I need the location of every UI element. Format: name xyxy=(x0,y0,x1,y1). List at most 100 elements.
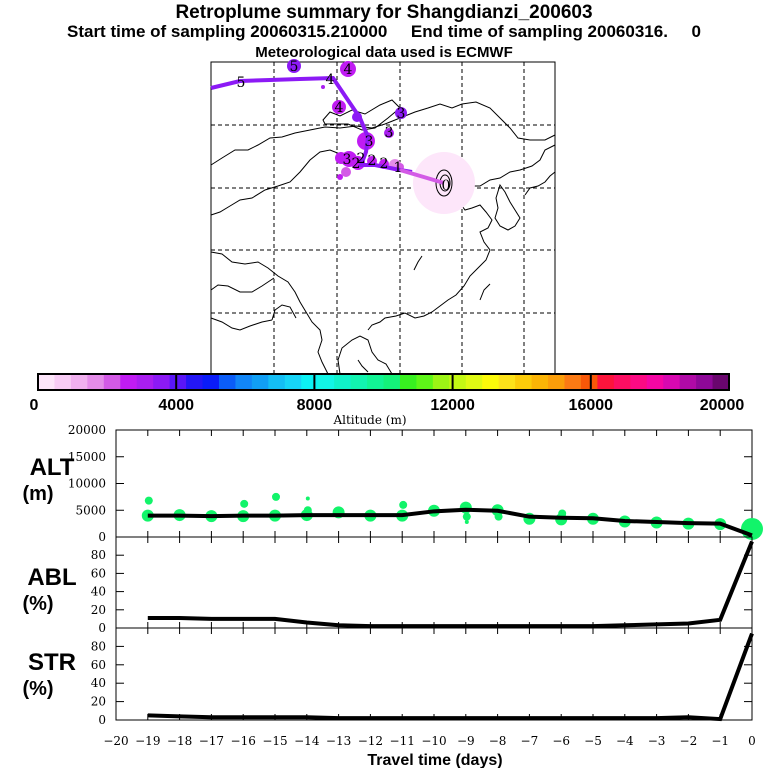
colorbar-segment xyxy=(383,374,401,390)
plume-cluster xyxy=(332,100,346,114)
colorbar-tick-label: 8000 xyxy=(297,397,333,414)
x-tick-label: −20 xyxy=(103,734,128,748)
cluster-marker xyxy=(305,496,310,501)
colorbar-segment xyxy=(235,374,253,390)
coastline xyxy=(210,101,556,166)
sampling-times: Start time of sampling 20060315.210000 E… xyxy=(66,22,701,41)
colorbar-segment xyxy=(630,374,648,390)
y-tick-label: 40 xyxy=(91,676,106,690)
colorbar-segment xyxy=(416,374,434,390)
plume-cluster xyxy=(384,128,394,138)
x-tick-label: −18 xyxy=(167,734,192,748)
y-tick-label: 20 xyxy=(91,603,106,617)
time-series-panels: 05000100001500020000ALT(m)020406080ABL(%… xyxy=(22,423,763,748)
cluster-marker xyxy=(558,509,567,518)
plume-cluster xyxy=(321,85,325,89)
cluster-marker xyxy=(399,500,408,509)
colorbar-segment xyxy=(663,374,681,390)
colorbar-segment xyxy=(334,374,352,390)
track-day-label: 3 xyxy=(365,134,374,150)
coastline xyxy=(472,144,556,187)
y-tick-label: 20 xyxy=(91,695,106,709)
colorbar-segment xyxy=(564,374,582,390)
colorbar-segment xyxy=(103,374,121,390)
colorbar-segment xyxy=(646,374,664,390)
cluster-day-label: 3 xyxy=(343,152,352,168)
colorbar-segment xyxy=(465,374,483,390)
colorbar-segment xyxy=(54,374,72,390)
y-tick-label: 80 xyxy=(91,639,106,653)
cluster-marker xyxy=(303,506,312,515)
colorbar-tick-label: 0 xyxy=(30,397,39,414)
colorbar-segment xyxy=(531,374,549,390)
x-tick-label: −15 xyxy=(262,734,287,748)
colorbar-segment xyxy=(432,374,450,390)
cluster-marker xyxy=(240,499,249,508)
panel-title: ALT xyxy=(30,454,75,481)
colorbar-tick-label: 20000 xyxy=(700,397,745,414)
x-tick-label: −6 xyxy=(552,734,570,748)
colorbar-tick-label: 16000 xyxy=(569,397,614,414)
plume-cluster xyxy=(335,152,347,164)
colorbar-segment xyxy=(70,374,88,390)
colorbar-segment xyxy=(301,374,319,390)
met-data-line: Meteorological data used is ECMWF xyxy=(255,44,513,61)
colorbar-label: Altitude (m) xyxy=(332,413,406,427)
colorbar-segment xyxy=(317,374,335,390)
coastline xyxy=(210,277,275,293)
panel-str: 0 20 40 60 80 STR(%) xyxy=(22,627,754,727)
x-tick-label: −7 xyxy=(521,734,539,748)
x-tick-label: −10 xyxy=(421,734,446,748)
y-tick-label: 15000 xyxy=(68,450,106,464)
cluster-day-label: 4 xyxy=(335,100,344,116)
coastline xyxy=(494,183,521,231)
colorbar-segment xyxy=(482,374,500,390)
cluster-marker xyxy=(462,512,471,521)
x-tick-label: −14 xyxy=(294,734,320,748)
colorbar-segment xyxy=(548,374,565,390)
y-tick-label: 60 xyxy=(91,566,106,580)
coastline xyxy=(357,359,369,373)
cluster-day-label: 5 xyxy=(290,59,299,75)
track-day-label: 4 xyxy=(326,72,335,88)
colorbar-segment xyxy=(679,374,697,390)
coastline xyxy=(210,251,329,375)
x-tick-label: −8 xyxy=(489,734,507,748)
x-tick-label: −3 xyxy=(648,734,666,748)
coastline xyxy=(271,304,297,321)
panel-title: ABL xyxy=(27,564,76,591)
trajectory-line xyxy=(399,168,445,185)
colorbar-segment xyxy=(136,374,154,390)
coastline xyxy=(210,149,341,216)
cluster-day-label: 3 xyxy=(385,125,394,141)
x-tick-label: −1 xyxy=(711,734,729,748)
x-tick-label: −13 xyxy=(326,734,351,748)
x-tick-label: −19 xyxy=(135,734,160,748)
coastline xyxy=(479,283,491,301)
colorbar-segment xyxy=(169,374,187,390)
x-tick-label: −11 xyxy=(390,734,415,748)
colorbar-segment xyxy=(268,374,286,390)
colorbar-tick-label: 12000 xyxy=(430,397,475,414)
track-day-label: 2 xyxy=(357,151,366,167)
colorbar-segment xyxy=(515,374,533,390)
colorbar-segment xyxy=(399,374,417,390)
altitude-colorbar: 0 4000 8000 12000 16000 20000 xyxy=(30,373,745,414)
y-tick-label: 10000 xyxy=(68,477,106,491)
x-tick-label: −12 xyxy=(358,734,383,748)
series-line xyxy=(147,507,753,538)
coastline xyxy=(413,255,423,271)
colorbar-segment xyxy=(284,374,302,390)
x-tick-label: −17 xyxy=(199,734,224,748)
colorbar-segment xyxy=(350,374,368,390)
colorbar-segment xyxy=(38,374,55,390)
panel-unit: (%) xyxy=(22,678,53,700)
colorbar-segment xyxy=(87,374,105,390)
trajectory-line xyxy=(210,75,413,174)
panel-unit: (m) xyxy=(22,483,53,505)
x-axis-label: Travel time (days) xyxy=(367,752,502,768)
colorbar-segment xyxy=(498,374,516,390)
panel-alt: 0 5000 10000 15000 20000 ALT(m) xyxy=(22,423,763,544)
